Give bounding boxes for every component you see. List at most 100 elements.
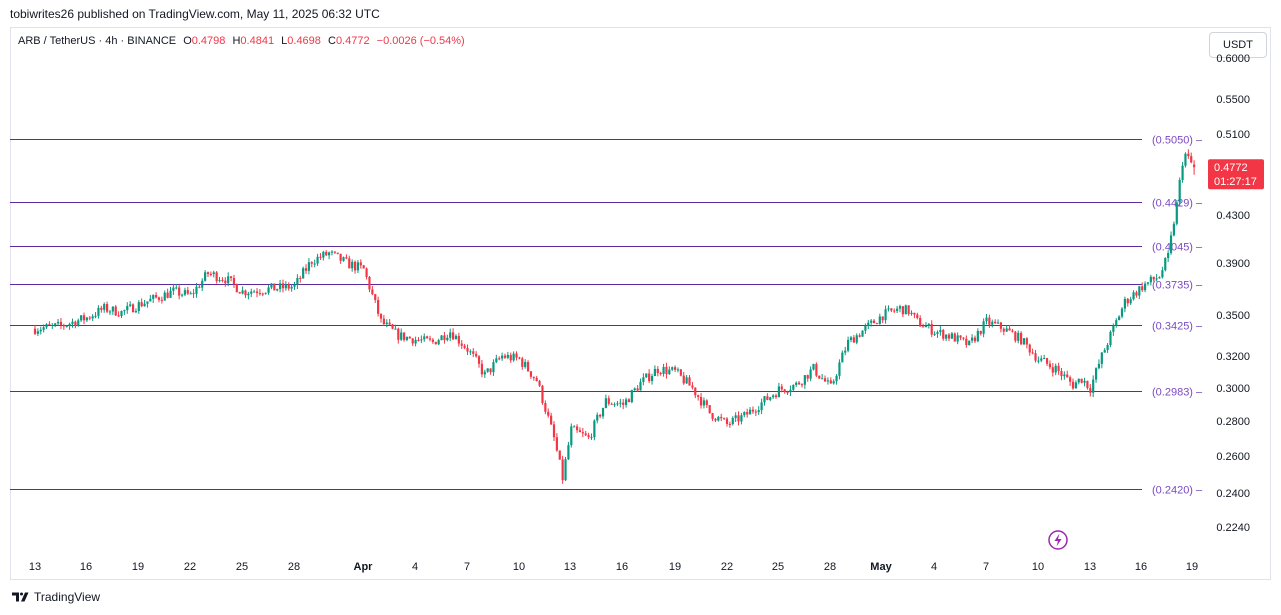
last-price-badge (1208, 159, 1264, 190)
y-tick-label: 0.2600 (1216, 451, 1250, 463)
candle-body (80, 315, 83, 321)
level-label: (0.2983) – (1152, 387, 1203, 399)
y-tick-label: 0.2240 (1216, 522, 1250, 534)
candle-body (575, 426, 579, 431)
currency-button[interactable]: USDT (1209, 32, 1267, 58)
candle-body (235, 284, 238, 293)
candle-body (365, 268, 368, 277)
candle-body (711, 413, 714, 419)
candle-body (743, 411, 746, 416)
candle-body (772, 395, 775, 398)
candle-body (988, 317, 991, 325)
candle-body (1031, 352, 1034, 354)
candle-body (1005, 328, 1008, 332)
level-label: (0.2420) – (1152, 485, 1203, 497)
candle-body (1118, 316, 1121, 321)
lightning-icon[interactable] (1048, 530, 1068, 550)
candle-body (973, 337, 977, 342)
candle-body (1193, 164, 1196, 168)
candle-body (668, 369, 671, 375)
candle-body (849, 337, 853, 340)
candle-body (140, 302, 143, 307)
candle-body (65, 325, 68, 327)
lightning-icon-circle[interactable] (1048, 530, 1068, 550)
x-tick-label: 13 (564, 561, 576, 573)
candle-body (619, 402, 622, 404)
y-tick-label: 0.3500 (1216, 310, 1250, 322)
candle-body (552, 424, 556, 438)
y-tick-label: 0.3900 (1216, 258, 1250, 270)
candle-body (881, 316, 884, 321)
candle-body (861, 330, 864, 337)
change-value: −0.0026 (−0.54%) (376, 35, 465, 47)
candle-body (1094, 368, 1098, 380)
candle-body (287, 284, 290, 289)
candle-body (648, 373, 651, 381)
candle-body (218, 280, 221, 282)
candle-body (933, 333, 936, 335)
candle-body (209, 273, 212, 275)
candle-body (1025, 338, 1028, 345)
candle-body (446, 337, 449, 341)
candle-body (402, 332, 406, 340)
candle-body (348, 258, 351, 269)
x-tick-label: 28 (288, 561, 300, 573)
candle-body (1161, 270, 1164, 278)
candle-body (325, 251, 328, 256)
candle-body (498, 358, 501, 360)
candle-body (829, 380, 832, 384)
candle-body (1071, 381, 1075, 389)
candle-body (965, 338, 968, 346)
candle-body (1048, 363, 1052, 368)
candle-body (544, 403, 547, 412)
x-tick-label: 19 (132, 561, 144, 573)
candle-body (336, 252, 339, 254)
chart-frame (10, 27, 1271, 580)
candle-body (887, 308, 890, 310)
x-tick-label: 28 (824, 561, 836, 573)
candle-body (633, 388, 636, 391)
candle-body (991, 321, 994, 325)
candle-body (123, 310, 126, 312)
candle-body (962, 337, 965, 339)
candle-body (397, 328, 400, 340)
candle-body (114, 306, 117, 316)
candle-body (284, 284, 287, 289)
tradingview-brand[interactable]: TradingView (12, 590, 100, 604)
candle-body (1138, 286, 1141, 296)
candle-body (599, 414, 602, 417)
candle-body (82, 315, 86, 321)
candle-body (1028, 344, 1031, 353)
candle-body (1077, 378, 1080, 383)
candle-body (1051, 367, 1054, 373)
candle-body (353, 261, 357, 271)
x-tick-label: 19 (669, 561, 681, 573)
candle-body (731, 417, 734, 425)
candle-body (250, 291, 253, 294)
candle-body (374, 294, 377, 301)
candle-body (351, 261, 354, 269)
candle-body (186, 290, 189, 294)
candle-body (94, 315, 97, 317)
y-tick-label: 0.5100 (1216, 129, 1250, 141)
candle-body (1175, 202, 1178, 224)
candle-body (942, 329, 945, 339)
candle-body (921, 326, 925, 328)
brand-name: TradingView (34, 590, 101, 604)
candle-body (126, 305, 129, 311)
candle-body (835, 375, 838, 382)
lightning-icon-bolt[interactable] (1054, 533, 1062, 547)
candle-body (483, 371, 486, 375)
candle-body (558, 450, 561, 460)
candle-body (945, 334, 948, 339)
candle-body (423, 336, 426, 340)
candle-body (339, 253, 342, 261)
candle-body (746, 411, 749, 415)
candle-body (1132, 292, 1135, 300)
x-tick-label: 7 (983, 561, 989, 573)
candle-body (368, 276, 371, 290)
candle-body (1181, 165, 1184, 180)
candle-body (71, 321, 74, 324)
candle-body (584, 433, 587, 436)
